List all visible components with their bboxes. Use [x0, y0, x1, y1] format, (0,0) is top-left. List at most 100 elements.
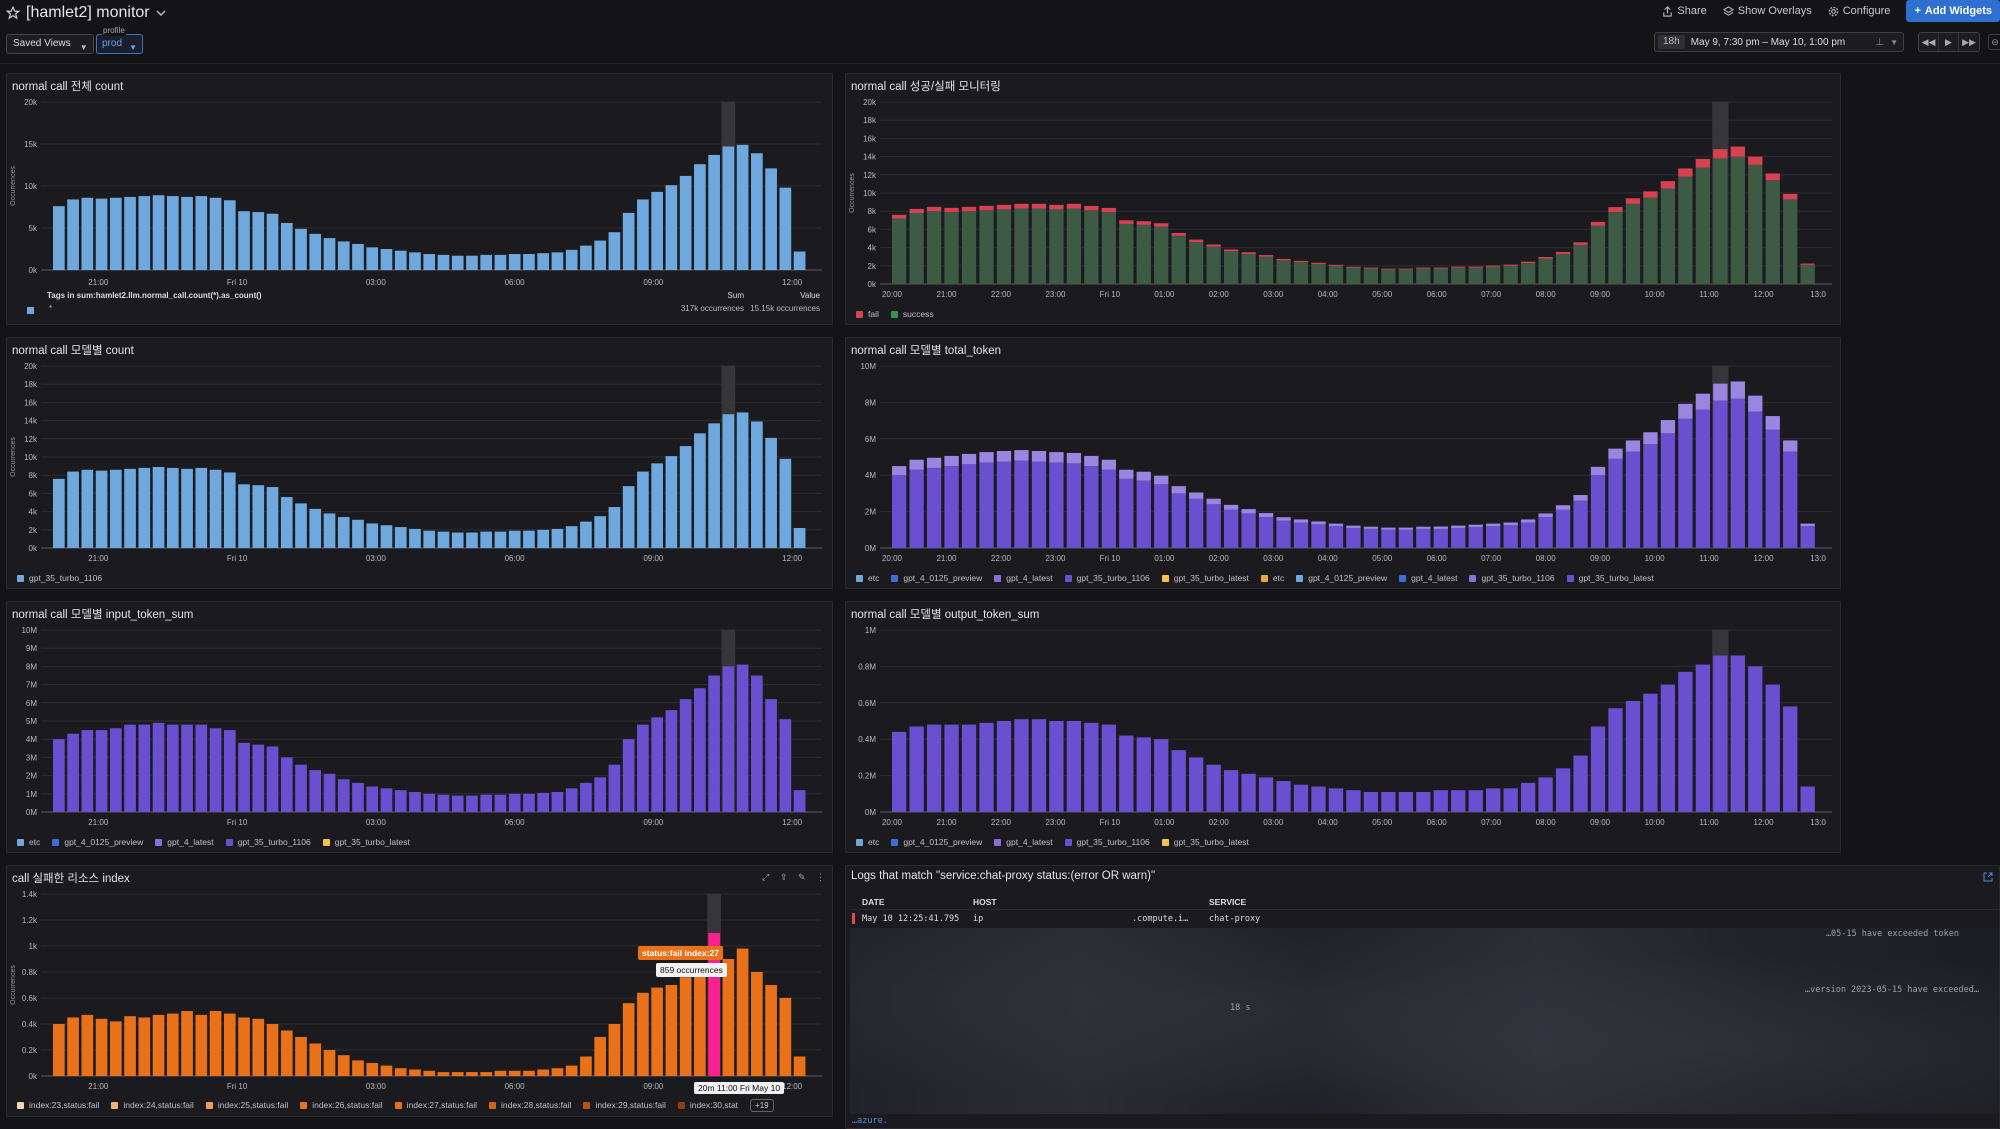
legend-item[interactable]: gpt_4_latest [994, 837, 1053, 847]
bar-chart[interactable]: 0M 0.2M 0.4M 0.6M 0.8M 1M 20:00 21:00 22:00 23:00… [846, 602, 1841, 853]
widget-logs[interactable]: Logs that match "service:chat-proxy stat… [845, 865, 2000, 1129]
legend-item[interactable]: fail [856, 309, 879, 319]
summary-row[interactable]: * 317k occurrences 15.15k occurrences [17, 304, 824, 316]
legend-swatch [1064, 838, 1072, 846]
star-icon[interactable] [6, 6, 20, 20]
legend-item[interactable]: gpt_35_turbo_1106 [17, 573, 102, 583]
legend-item[interactable]: etc [1260, 573, 1284, 583]
bar-chart[interactable]: 0k 5k 10k 15k 20k Occurrences 21:00 Fri 10 03:00… [7, 74, 833, 325]
widget-model-count[interactable]: normal call 모델별 count 0k 2k 4k 6k 8k 10k 12k 14… [6, 337, 833, 589]
x-tick-label: Fri 10 [227, 278, 248, 287]
legend-swatch [856, 574, 863, 582]
legend-item[interactable]: gpt_35_turbo_1106 [1064, 573, 1150, 583]
legend-item[interactable]: gpt_35_turbo_latest [1566, 573, 1654, 583]
edit-icon[interactable]: ✎ [798, 872, 806, 882]
bar [1678, 168, 1693, 177]
legend-item[interactable]: gpt_4_latest [994, 573, 1053, 583]
bar [223, 730, 236, 812]
legend-item[interactable]: gpt_35_turbo_latest [322, 837, 410, 847]
bar [266, 487, 279, 548]
bar [580, 521, 592, 548]
bar [81, 469, 94, 548]
bar [944, 212, 959, 284]
column-host[interactable]: HOST [973, 897, 997, 907]
expand-icon[interactable]: ⤢ [762, 872, 770, 882]
configure-button[interactable]: Configure [1828, 5, 1890, 17]
legend-item[interactable]: gpt_35_turbo_1106 [1469, 573, 1555, 583]
export-icon[interactable]: ⇪ [780, 872, 788, 882]
legend-item[interactable]: gpt_35_turbo_1106 [1064, 837, 1150, 847]
bar [480, 531, 493, 548]
bar-chart[interactable]: 0k 2k 4k 6k 8k 10k 12k 14k 16k 18k 20k Occurrences 2… [846, 74, 1841, 325]
legend-item[interactable]: index:24,status:fail [111, 1100, 194, 1110]
legend-item[interactable]: index:28,status:fail [489, 1100, 571, 1110]
log-row[interactable]: May 10 12:25:41.795 ip .compute.i… chat-… [850, 910, 1999, 928]
legend-item[interactable]: index:23,status:fail [17, 1100, 99, 1110]
legend-item[interactable]: index:25,status:fail [205, 1100, 288, 1110]
bar [1381, 791, 1396, 812]
legend-item[interactable]: success [890, 309, 934, 319]
share-button[interactable]: Share [1662, 5, 1707, 17]
legend-item[interactable]: gpt_4_0125_preview [891, 573, 982, 583]
profile-variable-select[interactable]: profile prod ▼ [96, 26, 144, 54]
widget-normal-call-total-count[interactable]: normal call 전체 count 0k 5k 10k 15k 20k Occurr… [6, 73, 833, 325]
bar-chart[interactable]: 0M 2M 4M 6M 8M 10M 20:00 21:00 22:00 23:00 Fri 10 0… [846, 338, 1841, 589]
bar [565, 526, 578, 548]
legend-item[interactable]: index:26,status:fail [300, 1100, 383, 1110]
legend-item[interactable]: gpt_35_turbo_latest [1161, 573, 1249, 583]
bar [1713, 655, 1728, 812]
play-icon[interactable]: ▶ [1939, 33, 1959, 51]
bar [1433, 268, 1448, 284]
bar [1189, 242, 1204, 284]
bar [423, 530, 436, 548]
legend-item[interactable]: index:29,status:fail [583, 1100, 666, 1110]
bar [1800, 526, 1815, 548]
legend-item[interactable]: gpt_4_latest [155, 837, 214, 847]
legend-item[interactable]: index:27,status:fail [394, 1100, 477, 1110]
fast-forward-icon[interactable]: ▶▶ [1962, 36, 1976, 47]
widget-model-total-token[interactable]: normal call 모델별 total_token 0M 2M 4M 6M 8M 10… [845, 337, 1841, 589]
legend-more-badge[interactable]: +19 [750, 1098, 774, 1112]
bar [309, 770, 322, 812]
zoom-out-icon[interactable]: ⊖ [1988, 34, 2000, 50]
time-range-picker[interactable]: 18h May 9, 7:30 pm – May 10, 1:00 pm ⊥ ▼ [1654, 32, 1904, 52]
legend-item[interactable]: etc [17, 837, 40, 847]
legend-swatch [856, 838, 863, 846]
column-date[interactable]: DATE [862, 897, 885, 907]
bar [238, 742, 250, 812]
pin-icon[interactable]: ⊥ [1875, 36, 1885, 48]
bar-chart[interactable]: 0M 1M 2M 3M 4M 5M 6M 7M 8M 9M 10M 21:00 Fri 10 03:00 0… [7, 602, 833, 853]
legend-item[interactable]: gpt_4_0125_preview [1296, 573, 1387, 583]
title-row: [hamlet2] monitor [6, 2, 166, 24]
legend-item[interactable]: etc [856, 573, 879, 583]
show-overlays-button[interactable]: Show Overlays [1722, 5, 1812, 17]
legend-item[interactable]: etc [856, 837, 879, 847]
legend-item[interactable]: gpt_35_turbo_latest [1161, 837, 1249, 847]
y-tick-label: 0k [29, 544, 38, 553]
legend-item[interactable]: gpt_4_0125_preview [891, 837, 982, 847]
widget-model-output-token-sum[interactable]: normal call 모델별 output_token_sum 0M 0.2M 0… [845, 601, 1841, 853]
bar-chart[interactable]: 0k 2k 4k 6k 8k 10k 12k 14k 16k 18k 20k Occurrences 2… [7, 338, 833, 589]
bar [961, 464, 977, 548]
bar [679, 175, 692, 270]
column-service[interactable]: SERVICE [1209, 897, 1247, 907]
legend-swatch [890, 310, 898, 318]
more-options-icon[interactable]: ⋮ [816, 872, 825, 882]
legend-item[interactable]: gpt_35_turbo_1106 [225, 837, 311, 847]
widget-model-input-token-sum[interactable]: normal call 모델별 input_token_sum 0M 1M 2M 3M… [6, 601, 833, 853]
widget-success-fail-monitoring[interactable]: normal call 성공/실패 모니터링 0k 2k 4k 6k 8k 10k 12k 1… [845, 73, 1841, 325]
bar-chart[interactable]: 0k 0.2k 0.4k 0.6k 0.8k 1k 1.2k 1.4k Occurrences 2… [7, 866, 833, 1117]
legend-item[interactable]: gpt_4_0125_preview [52, 837, 143, 847]
legend-item[interactable]: gpt_4_latest [1399, 573, 1457, 583]
bar [608, 1024, 621, 1076]
chevron-down-icon[interactable] [156, 8, 166, 18]
caret-down-icon[interactable]: ▼ [1890, 37, 1898, 47]
rewind-icon[interactable]: ◀◀ [1919, 33, 1939, 51]
bar [926, 457, 942, 468]
widget-failed-resource-index[interactable]: call 실패한 리소스 index ⤢ ⇪ ✎ ⋮ 0k 0.2k 0.4k 0.6… [6, 865, 833, 1117]
legend-label: gpt_4_0125_preview [64, 837, 144, 847]
add-widgets-button[interactable]: + Add Widgets [1906, 0, 2000, 22]
saved-views-dropdown[interactable]: Saved Views ▼ [6, 34, 94, 54]
external-link-icon[interactable] [1983, 872, 1993, 882]
legend-item[interactable]: index:30,stat [677, 1100, 738, 1110]
